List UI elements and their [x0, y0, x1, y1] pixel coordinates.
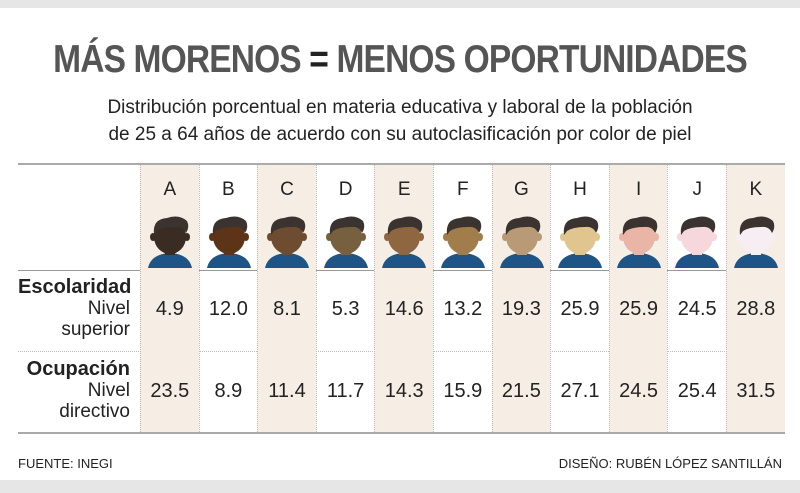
cell-value: 27.1 — [560, 380, 600, 402]
title-equals: = — [309, 38, 329, 81]
column-H: H 25.9 27.1 — [550, 165, 609, 432]
cell-value: 31.5 — [736, 380, 776, 402]
face-icon — [382, 216, 427, 268]
column-G: G 19.3 21.5 — [491, 165, 551, 432]
row-label-ocupacion: Ocupación Nivel directivo — [18, 358, 130, 423]
face-icon — [675, 216, 720, 268]
cell-value: 25.4 — [677, 380, 717, 402]
row-sub: Nivel — [87, 298, 130, 319]
column-D: D 5.3 11.7 — [315, 165, 375, 432]
page-title: MÁS MORENOS = MENOS OPORTUNIDADES — [53, 38, 748, 82]
column-letter: I — [635, 179, 642, 200]
row-sub: superior — [61, 319, 130, 340]
cell-value: 8.9 — [214, 380, 243, 402]
face-icon — [206, 216, 251, 268]
bottom-band — [0, 480, 800, 493]
column-F: F 13.2 15.9 — [433, 165, 492, 432]
cell-value: 11.4 — [268, 380, 306, 402]
face-icon — [734, 216, 778, 268]
column-I: I 25.9 24.5 — [608, 165, 668, 432]
design-credit: DISEÑO: RUBÉN LÓPEZ SANTILLÁN — [558, 456, 782, 471]
face-icon — [148, 216, 192, 268]
cell-value: 13.2 — [443, 298, 483, 320]
column-E: E 14.6 14.3 — [374, 165, 433, 432]
subtitle-line2: de 25 a 64 años de acuerdo con su autocl… — [108, 124, 692, 145]
row-sub: Nivel — [87, 380, 130, 401]
source-note: FUENTE: INEGI — [18, 456, 113, 471]
column-letter: G — [514, 179, 529, 200]
column-letter: K — [749, 179, 763, 200]
column-letter: A — [163, 179, 177, 200]
cell-value: 5.3 — [331, 298, 360, 320]
title-left: MÁS MORENOS — [53, 38, 302, 81]
face-icon — [616, 216, 661, 268]
face-icon — [558, 216, 603, 268]
row-sub: directivo — [59, 401, 130, 422]
cell-value: 28.8 — [736, 298, 776, 320]
column-J: J 24.5 25.4 — [667, 165, 726, 432]
data-table: Escolaridad Nivel superior Ocupación Nivel d… — [18, 163, 785, 434]
column-letter: B — [222, 179, 235, 200]
column-C: C 8.1 11.4 — [257, 165, 316, 432]
cell-value: 24.5 — [677, 298, 717, 320]
cell-value: 11.7 — [326, 380, 365, 402]
column-letter: D — [338, 179, 353, 200]
column-B: B 12.0 8.9 — [198, 165, 258, 432]
face-icon — [441, 216, 485, 268]
row-title: Ocupación — [26, 358, 130, 380]
column-letter: J — [692, 179, 702, 200]
cell-value: 15.9 — [443, 380, 483, 402]
cell-value: 14.6 — [384, 298, 424, 320]
cell-value: 23.5 — [150, 380, 190, 402]
face-icon — [499, 216, 544, 268]
column-A: A 4.9 23.5 — [140, 165, 199, 432]
cell-value: 14.3 — [384, 380, 424, 402]
column-K: K 28.8 31.5 — [726, 165, 785, 432]
subtitle-line1: Distribución porcentual en materia educa… — [107, 97, 693, 118]
cell-value: 19.3 — [501, 298, 541, 320]
title-right: MENOS OPORTUNIDADES — [336, 38, 747, 81]
top-band — [0, 0, 800, 8]
cell-value: 12.0 — [208, 298, 248, 320]
cell-value: 25.9 — [560, 298, 600, 320]
cell-value: 4.9 — [155, 298, 184, 320]
face-icon — [265, 216, 310, 268]
row-label-escolaridad: Escolaridad Nivel superior — [18, 276, 132, 341]
face-icon — [323, 216, 368, 268]
column-letter: C — [280, 179, 294, 200]
column-letter: E — [397, 179, 411, 200]
subtitle: Distribución porcentual en materia educa… — [0, 94, 800, 148]
column-letter: H — [573, 179, 587, 200]
cell-value: 8.1 — [273, 298, 301, 320]
row-title: Escolaridad — [18, 276, 132, 298]
column-letter: F — [456, 179, 469, 200]
cell-value: 21.5 — [501, 380, 541, 402]
cell-value: 25.9 — [619, 298, 659, 320]
cell-value: 24.5 — [619, 380, 659, 402]
